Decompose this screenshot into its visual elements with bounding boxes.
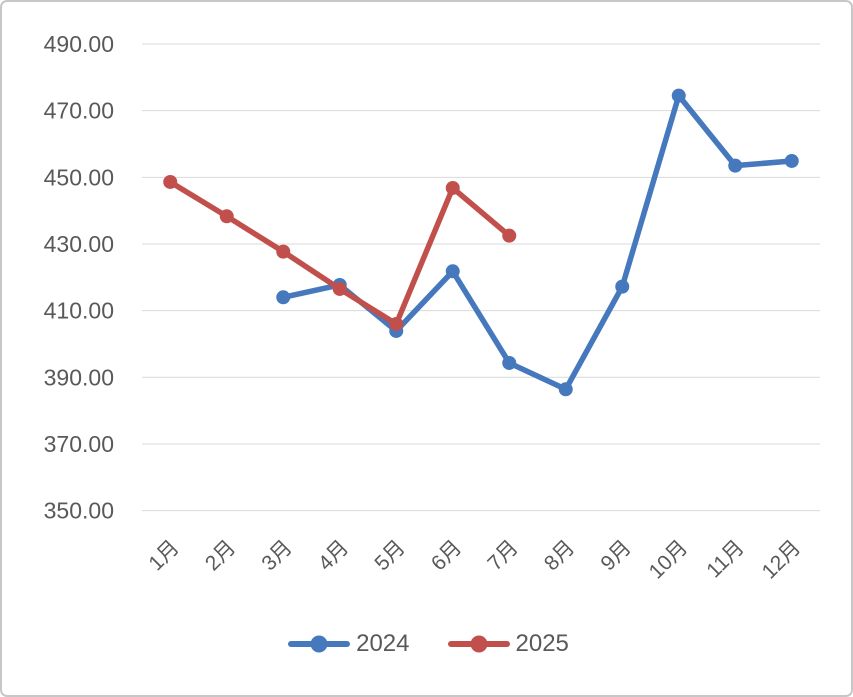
series-line-2024 <box>280 92 795 393</box>
x-tick-label: 12月 <box>758 536 806 584</box>
y-tick-label: 430.00 <box>44 231 114 257</box>
x-tick-label: 5月 <box>370 536 409 575</box>
data-point-marker-2025 <box>219 209 234 224</box>
x-tick-label: 8月 <box>540 536 579 575</box>
legend-label-2025: 2025 <box>515 630 569 657</box>
data-point-marker-2024 <box>615 279 630 294</box>
legend-line-marker-icon <box>288 635 351 653</box>
x-tick-label: 11月 <box>702 536 749 583</box>
chart-legend: 2024 2025 <box>2 630 851 657</box>
legend-item-2025: 2025 <box>447 630 569 657</box>
y-tick-label: 370.00 <box>44 431 114 457</box>
data-point-marker-2025 <box>389 316 404 331</box>
data-point-marker-2024 <box>276 290 291 305</box>
y-tick-label: 470.00 <box>44 98 114 124</box>
legend-item-2024: 2024 <box>288 630 410 657</box>
x-tick-label: 2月 <box>201 536 240 575</box>
data-point-marker-2024 <box>502 355 517 370</box>
series-line-2025 <box>167 179 512 327</box>
data-point-marker-2025 <box>276 244 291 259</box>
y-tick-label: 450.00 <box>44 164 114 190</box>
y-tick-label: 390.00 <box>44 364 114 390</box>
legend-line-marker-icon <box>447 635 510 653</box>
y-tick-label: 490.00 <box>44 31 114 57</box>
legend-dot-icon <box>310 635 328 653</box>
data-point-marker-2024 <box>784 153 799 168</box>
legend-label-2024: 2024 <box>356 630 410 657</box>
data-point-marker-2025 <box>332 281 347 296</box>
data-point-marker-2025 <box>163 174 178 189</box>
x-tick-label: 9月 <box>596 536 635 575</box>
x-tick-label: 6月 <box>427 536 466 575</box>
y-tick-label: 350.00 <box>44 498 114 524</box>
data-point-marker-2024 <box>445 264 460 279</box>
data-point-marker-2025 <box>445 180 460 195</box>
x-tick-label: 3月 <box>257 536 296 575</box>
x-tick-label: 10月 <box>645 536 693 584</box>
x-tick-label: 4月 <box>314 536 353 575</box>
x-tick-label: 7月 <box>483 536 522 575</box>
x-tick-label: 1月 <box>144 536 183 575</box>
data-point-marker-2024 <box>558 382 573 397</box>
data-point-marker-2024 <box>671 88 686 103</box>
legend-dot-icon <box>470 635 487 653</box>
data-point-marker-2024 <box>728 158 743 173</box>
y-tick-label: 410.00 <box>44 298 114 324</box>
data-point-marker-2025 <box>502 228 517 243</box>
line-chart: 350.00 370.00 390.00 410.00 430.00 450.00 470.… <box>44 31 820 584</box>
